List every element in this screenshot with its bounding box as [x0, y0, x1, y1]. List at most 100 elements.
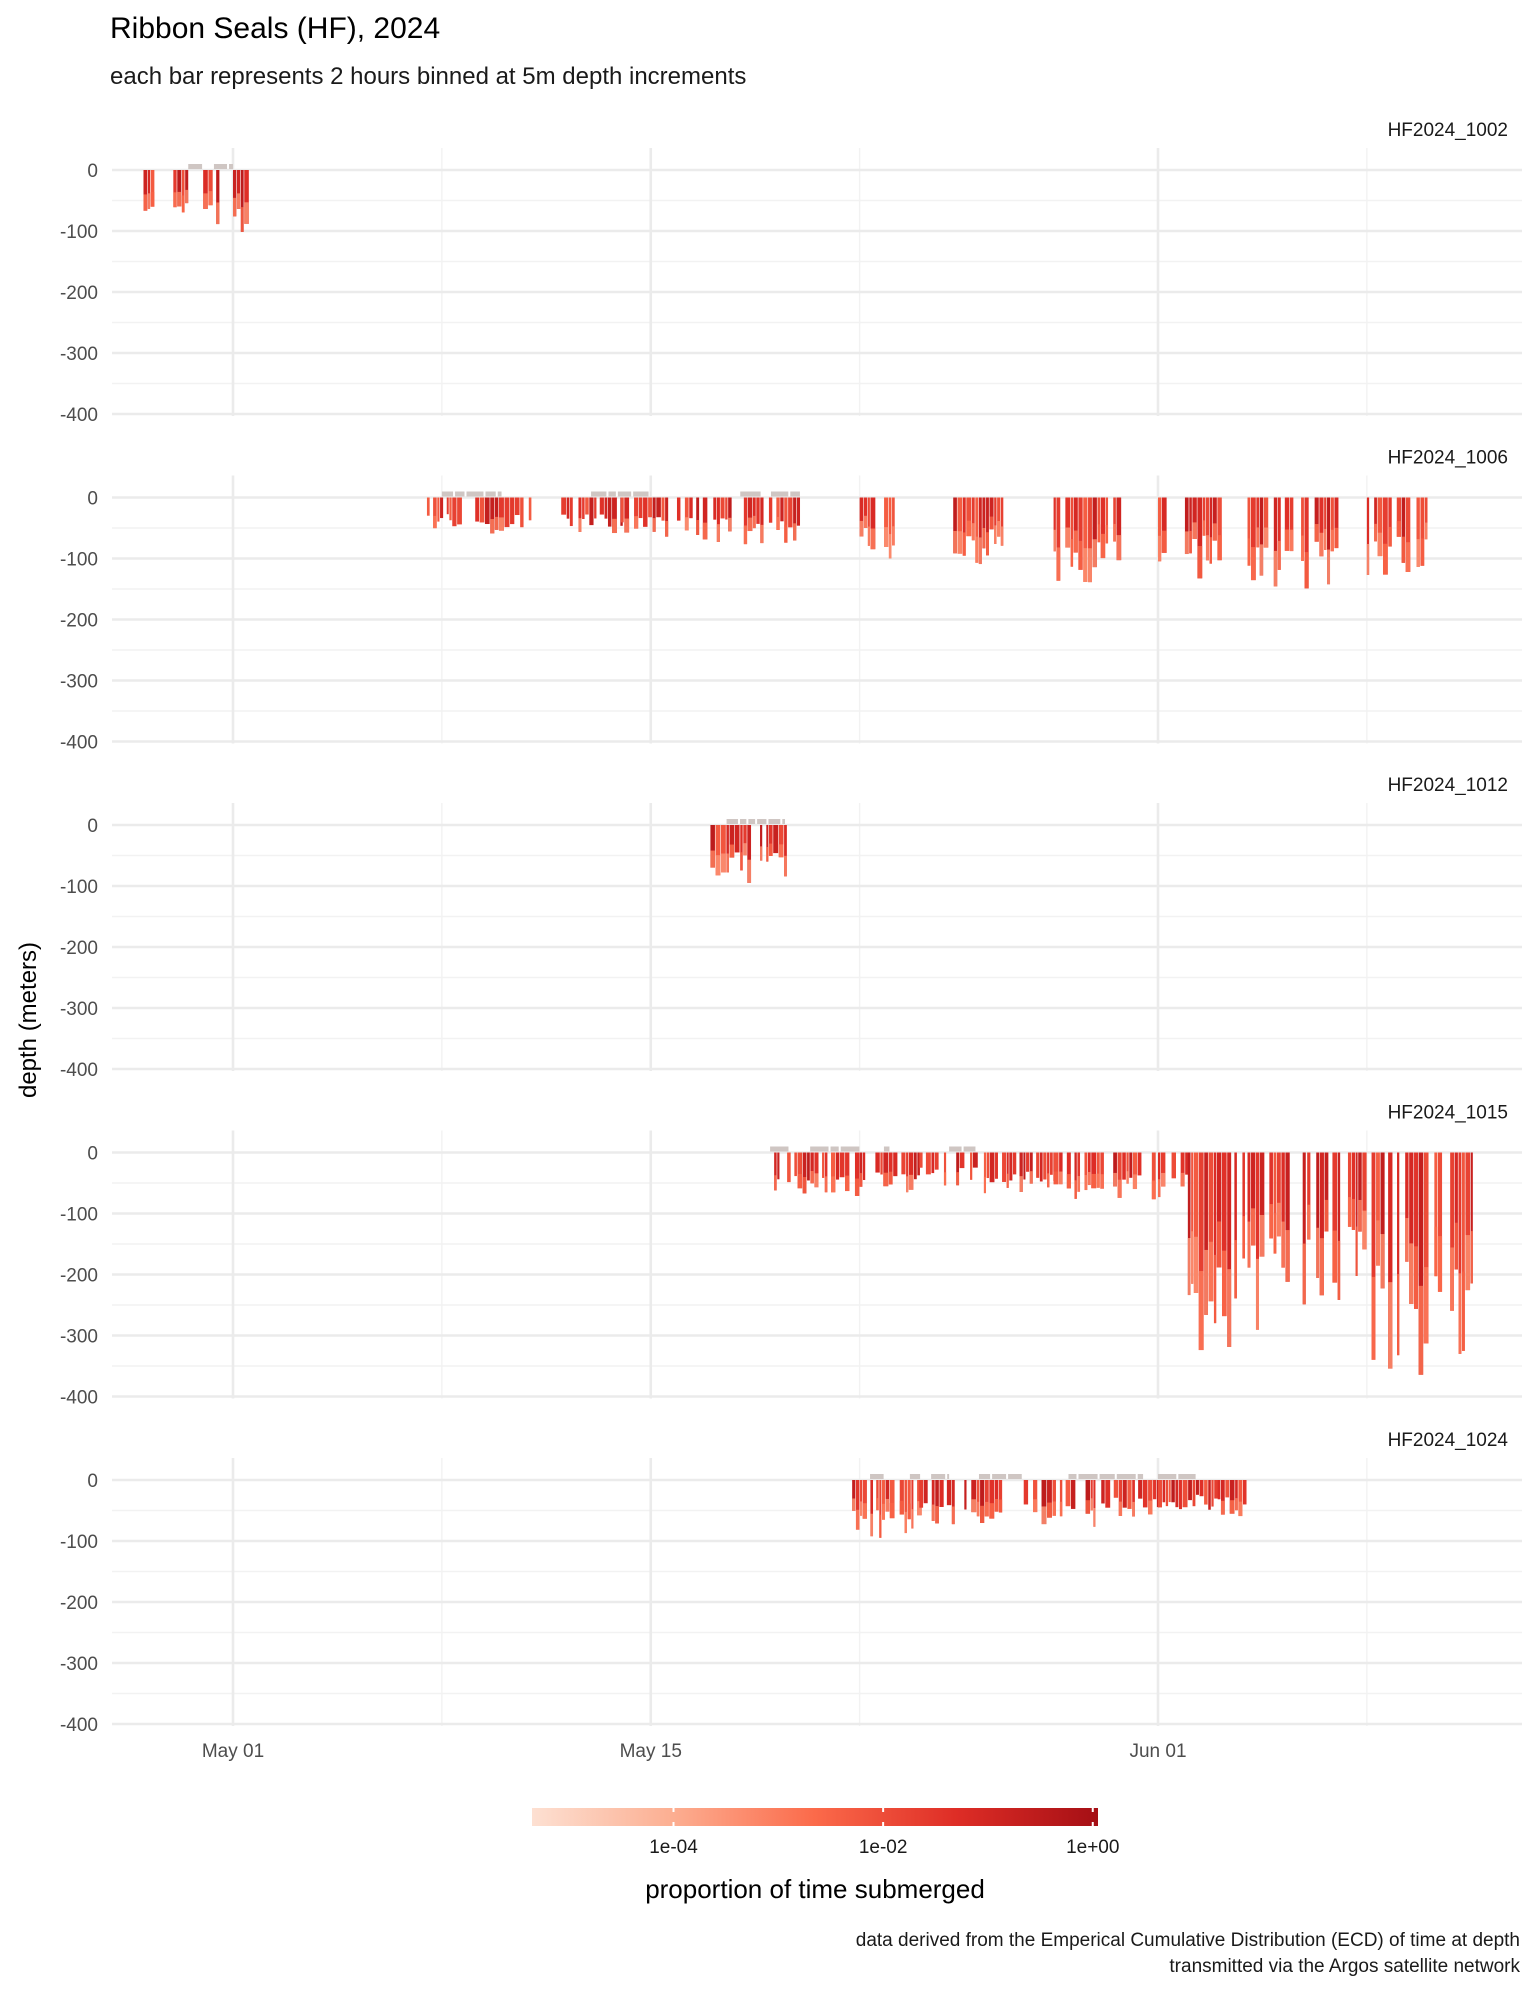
dive-bar	[1217, 1480, 1221, 1500]
dive-bar-tail	[715, 855, 721, 876]
dive-bar-tail	[1078, 540, 1083, 570]
dive-bar	[599, 497, 604, 515]
dive-bar	[959, 1152, 965, 1169]
dive-bar	[504, 497, 510, 528]
dive-bar-tail	[797, 1173, 803, 1189]
y-tick-label: -200	[60, 938, 98, 959]
surface-bin	[782, 819, 786, 824]
dive-bar	[1153, 1480, 1157, 1500]
dive-bar	[1380, 1152, 1385, 1289]
dive-bar	[870, 1480, 874, 1537]
dive-bar-tail	[953, 530, 957, 554]
dive-bar	[1033, 1480, 1038, 1513]
dive-bar-tail	[1113, 523, 1116, 542]
dive-bar	[989, 1152, 995, 1183]
surface-bin	[213, 164, 228, 169]
dive-bar	[1418, 1152, 1424, 1375]
dive-bar-tail	[975, 536, 979, 563]
dive-bar	[986, 1152, 990, 1179]
dive-bar-tail	[1396, 521, 1402, 537]
dive-bar-tail	[962, 532, 966, 556]
dive-bar	[729, 825, 735, 858]
dive-bar	[1029, 1152, 1033, 1184]
dive-bar-tail	[1191, 1231, 1194, 1284]
dive-bar	[426, 497, 430, 516]
dive-bar	[1374, 497, 1377, 542]
dive-bar-tail	[971, 523, 975, 541]
dive-bar-tail	[766, 846, 769, 862]
dive-bar-tail	[1454, 1222, 1458, 1270]
dive-bar-tail	[1238, 1501, 1243, 1517]
dive-bar-tail	[1269, 1204, 1273, 1239]
dive-bar-tail	[1148, 1500, 1153, 1515]
dive-bar	[1171, 1480, 1175, 1503]
dive-bar-tail	[1330, 529, 1334, 552]
dive-bar	[1227, 1152, 1232, 1347]
dive-bar	[479, 497, 485, 523]
dive-bar-tail	[1401, 536, 1406, 563]
dive-bar-tail	[710, 850, 715, 868]
dive-bar-tail	[1090, 1498, 1093, 1511]
dive-bar-tail	[888, 534, 892, 559]
dive-bar-tail	[208, 191, 213, 206]
dive-bar-tail	[1100, 1174, 1104, 1189]
dive-bar	[1347, 1152, 1352, 1227]
dive-bar-tail	[1047, 1173, 1050, 1188]
dive-bar-tail	[1450, 1247, 1454, 1311]
dive-bar	[1284, 497, 1290, 551]
dive-bar-tail	[774, 1175, 777, 1191]
dive-bar	[1052, 1480, 1056, 1516]
dive-bar	[1085, 1480, 1091, 1514]
dive-bar	[998, 1480, 1003, 1513]
x-axis-ticks: May 01 May 15 Jun 01	[202, 1741, 1187, 1762]
dive-bar	[1012, 1152, 1017, 1175]
dive-bar	[1105, 497, 1109, 544]
dive-bar	[919, 1480, 924, 1508]
dive-bar	[498, 497, 504, 531]
dive-bar-tail	[1161, 530, 1167, 553]
dive-bar	[566, 497, 570, 519]
dive-bar	[147, 170, 151, 209]
dive-bar-tail	[1084, 1175, 1088, 1191]
surface-bin	[1178, 1474, 1196, 1479]
y-tick-label: -300	[60, 1654, 98, 1675]
dive-bar-tail	[859, 520, 864, 537]
dive-bar-tail	[966, 520, 972, 537]
dive-bar-tail	[831, 1176, 836, 1193]
dive-bar-tail	[1227, 1269, 1232, 1347]
dive-bar-tail	[1327, 549, 1331, 585]
dive-bar	[1259, 1152, 1265, 1257]
legend-ticks: 1e-04 1e-02 1e+00	[649, 1808, 1119, 1858]
dive-bar	[721, 825, 726, 873]
dive-bar	[1255, 1152, 1260, 1330]
dive-bar	[989, 1480, 995, 1519]
dive-bar-tail	[490, 519, 495, 534]
dive-bar	[1113, 1152, 1117, 1187]
dive-bar-tail	[1388, 526, 1392, 547]
dive-bar	[980, 1480, 985, 1524]
dive-bar-tail	[859, 1173, 863, 1187]
dive-bar-tail	[1414, 1246, 1418, 1309]
dive-bar	[1195, 1480, 1199, 1495]
dive-bar	[766, 825, 769, 862]
dive-bar	[953, 497, 957, 554]
dive-bar	[1047, 1480, 1052, 1518]
dive-bar	[1105, 1480, 1111, 1508]
dive-bar	[793, 497, 797, 541]
dive-bar-tail	[1213, 1254, 1217, 1324]
dive-bar	[975, 497, 979, 563]
dive-bar-tail	[578, 518, 582, 532]
dive-bar-tail	[147, 193, 151, 209]
dive-bar-tail	[1337, 1240, 1341, 1300]
y-tick-label: -400	[60, 1060, 98, 1081]
dive-bar	[780, 497, 784, 522]
dive-bar-tail	[1097, 524, 1101, 543]
dive-bar-tail	[743, 525, 748, 545]
dive-bar-tail	[1113, 1172, 1117, 1187]
dive-bar	[1281, 1152, 1285, 1268]
dive-bar-tail	[1358, 1199, 1362, 1232]
dive-bar	[908, 1152, 914, 1190]
dive-bar	[919, 1152, 923, 1168]
dive-bar	[1324, 1152, 1329, 1232]
dive-bar	[1036, 1152, 1040, 1178]
